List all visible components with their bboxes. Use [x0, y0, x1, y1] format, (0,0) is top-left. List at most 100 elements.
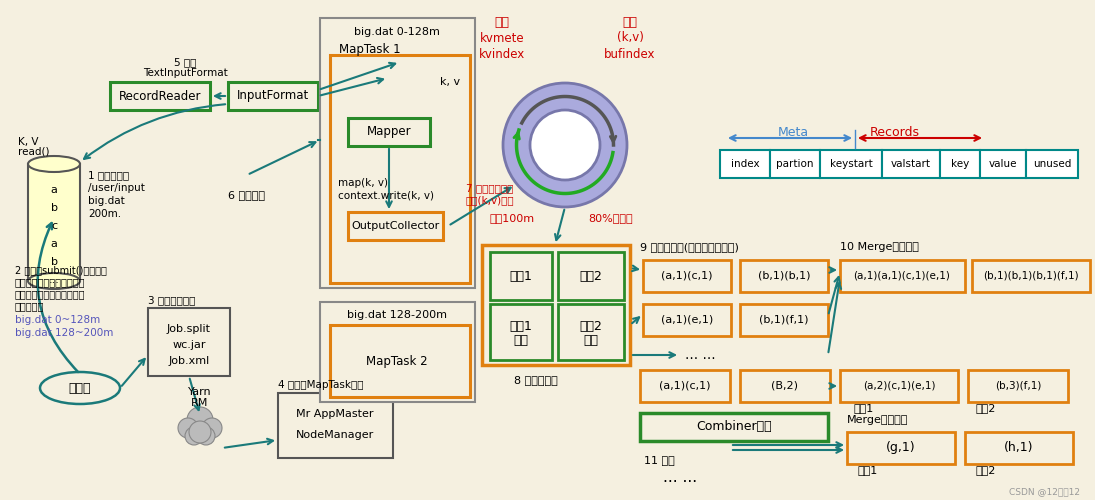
- Circle shape: [189, 421, 211, 443]
- Text: 待处理数据的信息，然后根: 待处理数据的信息，然后根: [15, 277, 85, 287]
- Text: (a,2)(c,1)(e,1): (a,2)(c,1)(e,1): [863, 381, 935, 391]
- Text: 据参数配置，形成一个任务: 据参数配置，形成一个任务: [15, 289, 85, 299]
- Text: bufindex: bufindex: [604, 48, 656, 62]
- Text: (a,1)(c,1): (a,1)(c,1): [659, 381, 711, 391]
- Ellipse shape: [28, 156, 80, 172]
- Text: 排序: 排序: [514, 334, 529, 346]
- Circle shape: [530, 110, 600, 180]
- Text: b: b: [50, 203, 58, 213]
- Text: 客户端: 客户端: [69, 382, 91, 394]
- Text: 索引: 索引: [495, 16, 509, 28]
- Text: unused: unused: [1033, 159, 1071, 169]
- FancyBboxPatch shape: [770, 150, 820, 178]
- Text: (b,1)(b,1)(b,1)(f,1): (b,1)(b,1)(b,1)(f,1): [983, 271, 1079, 281]
- Text: (b,1)(b,1): (b,1)(b,1): [758, 271, 810, 281]
- FancyBboxPatch shape: [320, 18, 475, 288]
- Text: ... ...: ... ...: [684, 348, 715, 362]
- Text: 2 客户端submit()前，获取: 2 客户端submit()前，获取: [15, 265, 107, 275]
- FancyBboxPatch shape: [740, 260, 828, 292]
- Circle shape: [197, 427, 215, 445]
- Text: 6 逻辑运算: 6 逻辑运算: [229, 190, 265, 200]
- Text: 4 计算出MapTask数量: 4 计算出MapTask数量: [278, 380, 364, 390]
- Circle shape: [178, 418, 198, 438]
- Text: CSDN @12十二12: CSDN @12十二12: [1008, 488, 1080, 496]
- Text: (a,1)(e,1): (a,1)(e,1): [661, 315, 713, 325]
- FancyBboxPatch shape: [643, 304, 731, 336]
- FancyBboxPatch shape: [558, 252, 624, 300]
- FancyBboxPatch shape: [643, 260, 731, 292]
- Text: TextInputFormat: TextInputFormat: [142, 68, 228, 78]
- Text: K, V: K, V: [18, 137, 38, 147]
- Text: NodeManager: NodeManager: [296, 430, 374, 440]
- Text: big.dat: big.dat: [88, 196, 125, 206]
- FancyBboxPatch shape: [820, 150, 881, 178]
- FancyBboxPatch shape: [740, 370, 830, 402]
- FancyBboxPatch shape: [330, 325, 470, 397]
- FancyBboxPatch shape: [881, 150, 940, 178]
- Text: c: c: [51, 221, 57, 231]
- Text: 分区1: 分区1: [509, 320, 532, 332]
- Text: Merge归并排序: Merge归并排序: [848, 415, 909, 425]
- FancyBboxPatch shape: [980, 150, 1026, 178]
- Text: (k,v): (k,v): [616, 32, 644, 44]
- Text: key: key: [950, 159, 969, 169]
- Text: ... ...: ... ...: [662, 470, 698, 484]
- Text: Mr AppMaster: Mr AppMaster: [297, 409, 373, 419]
- Text: RM: RM: [192, 398, 209, 408]
- Ellipse shape: [28, 273, 80, 289]
- Text: 分区1: 分区1: [853, 403, 873, 413]
- Text: 分区2: 分区2: [975, 465, 995, 475]
- Circle shape: [187, 407, 214, 433]
- FancyBboxPatch shape: [721, 150, 770, 178]
- FancyBboxPatch shape: [965, 432, 1073, 464]
- FancyBboxPatch shape: [848, 432, 955, 464]
- Circle shape: [201, 418, 222, 438]
- Text: Records: Records: [871, 126, 920, 138]
- FancyBboxPatch shape: [489, 252, 552, 300]
- FancyBboxPatch shape: [840, 260, 965, 292]
- Text: 11 合并: 11 合并: [644, 455, 675, 465]
- Text: 分区1: 分区1: [858, 465, 878, 475]
- FancyBboxPatch shape: [28, 164, 80, 281]
- Text: 10 Merge归并排序: 10 Merge归并排序: [840, 242, 919, 252]
- Text: Yarn: Yarn: [188, 387, 211, 397]
- FancyBboxPatch shape: [348, 118, 430, 146]
- Text: ...: ...: [48, 275, 59, 285]
- Text: value: value: [989, 159, 1017, 169]
- Text: (B,2): (B,2): [772, 381, 798, 391]
- Text: Job.xml: Job.xml: [169, 356, 209, 366]
- Text: Meta: Meta: [777, 126, 808, 138]
- FancyBboxPatch shape: [482, 245, 630, 365]
- FancyBboxPatch shape: [840, 370, 958, 402]
- Text: 200m.: 200m.: [88, 209, 122, 219]
- FancyBboxPatch shape: [110, 82, 210, 110]
- Text: k, v: k, v: [440, 77, 460, 87]
- FancyBboxPatch shape: [558, 304, 624, 360]
- Text: (a,1)(c,1): (a,1)(c,1): [661, 271, 713, 281]
- Text: 80%后反向: 80%后反向: [588, 213, 633, 223]
- Text: big.dat 0-128m: big.dat 0-128m: [354, 27, 440, 37]
- Text: 5 默认: 5 默认: [174, 57, 196, 67]
- Ellipse shape: [41, 372, 120, 404]
- Text: 3 提交切片信息: 3 提交切片信息: [148, 295, 195, 305]
- Text: 7 向环形缓冲区: 7 向环形缓冲区: [466, 183, 514, 193]
- Text: context.write(k, v): context.write(k, v): [338, 191, 434, 201]
- Text: 分区2: 分区2: [975, 403, 995, 413]
- Text: (b,3)(f,1): (b,3)(f,1): [995, 381, 1041, 391]
- FancyBboxPatch shape: [348, 212, 443, 240]
- Text: wc.jar: wc.jar: [172, 340, 206, 350]
- FancyBboxPatch shape: [278, 393, 393, 458]
- Text: Combiner合并: Combiner合并: [696, 420, 772, 434]
- Text: 默认100m: 默认100m: [489, 213, 535, 223]
- FancyBboxPatch shape: [320, 302, 475, 402]
- Text: big.dat 128~200m: big.dat 128~200m: [15, 328, 114, 338]
- Text: partion: partion: [776, 159, 814, 169]
- FancyBboxPatch shape: [489, 304, 552, 360]
- Circle shape: [503, 83, 627, 207]
- Text: big.dat 0~128m: big.dat 0~128m: [15, 315, 101, 325]
- Text: 8 分区、排序: 8 分区、排序: [515, 375, 557, 385]
- FancyBboxPatch shape: [148, 308, 230, 376]
- Text: (a,1)(a,1)(c,1)(e,1): (a,1)(a,1)(c,1)(e,1): [854, 271, 950, 281]
- Text: MapTask 1: MapTask 1: [339, 44, 401, 57]
- FancyBboxPatch shape: [639, 370, 730, 402]
